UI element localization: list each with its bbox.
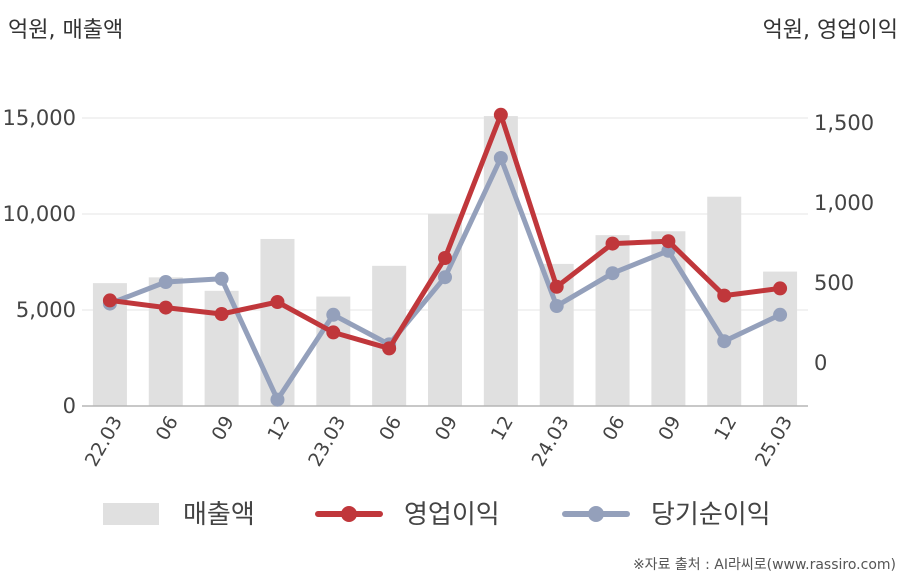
legend-label: 당기순이익 (651, 500, 771, 530)
data-point (326, 307, 341, 322)
legend-label: 영업이익 (404, 500, 500, 530)
data-point (549, 279, 564, 294)
right-tick-label: 500 (814, 271, 854, 295)
bar (148, 277, 183, 406)
bar (428, 214, 462, 406)
legend-swatch-marker (588, 506, 604, 522)
right-axis-label: 억원, 영업이익 (762, 18, 898, 43)
data-point (773, 307, 788, 322)
x-tick-label: 24.03 (528, 412, 574, 470)
data-point (717, 334, 732, 349)
x-tick-label: 22.03 (81, 412, 127, 470)
data-point (214, 271, 229, 286)
left-tick-label: 15,000 (3, 106, 76, 130)
x-tick-label: 06 (152, 412, 183, 444)
data-point (102, 293, 117, 308)
legend-swatch (103, 503, 159, 525)
legend: 매출액 영업이익 당기순이익 (103, 500, 771, 530)
data-point (382, 341, 397, 356)
data-point (661, 234, 676, 249)
right-tick-label: 1,500 (814, 111, 874, 135)
data-point (493, 107, 508, 122)
x-tick-label: 12 (263, 412, 294, 444)
data-point (773, 281, 788, 296)
data-point (438, 270, 452, 285)
x-tick-label: 09 (654, 412, 685, 444)
data-point (158, 275, 173, 289)
right-tick-label: 1,000 (814, 191, 874, 215)
x-tick-label: 09 (208, 412, 239, 444)
x-tick-label: 06 (375, 412, 406, 444)
left-tick-label: 10,000 (3, 202, 76, 226)
source-note: ※자료 출처 : AI라씨로(www.rassiro.com) (632, 557, 896, 573)
left-tick-label: 5,000 (16, 298, 76, 322)
data-point (493, 151, 508, 165)
x-tick-label: 25.03 (751, 412, 797, 470)
x-tick-label: 12 (487, 412, 518, 444)
data-point (605, 236, 620, 251)
bar (595, 235, 630, 406)
data-point (270, 295, 285, 309)
x-tick-label: 06 (598, 412, 629, 444)
line-series (102, 107, 788, 407)
legend-label: 매출액 (183, 500, 255, 530)
legend-swatch-marker (341, 506, 357, 522)
x-tick-label: 23.03 (304, 412, 350, 470)
data-point (717, 288, 732, 303)
data-point (270, 392, 285, 407)
bar (651, 231, 686, 406)
data-point (158, 300, 173, 315)
left-axis-label: 억원, 매출액 (8, 18, 124, 43)
left-tick-label: 0 (63, 394, 76, 418)
x-tick-label: 12 (710, 412, 741, 444)
x-tick-label: 09 (431, 412, 462, 444)
data-point (605, 266, 620, 281)
data-point (549, 299, 564, 313)
data-point (438, 251, 452, 265)
data-point (214, 307, 229, 321)
data-point (326, 325, 341, 340)
right-tick-label: 0 (814, 351, 827, 375)
